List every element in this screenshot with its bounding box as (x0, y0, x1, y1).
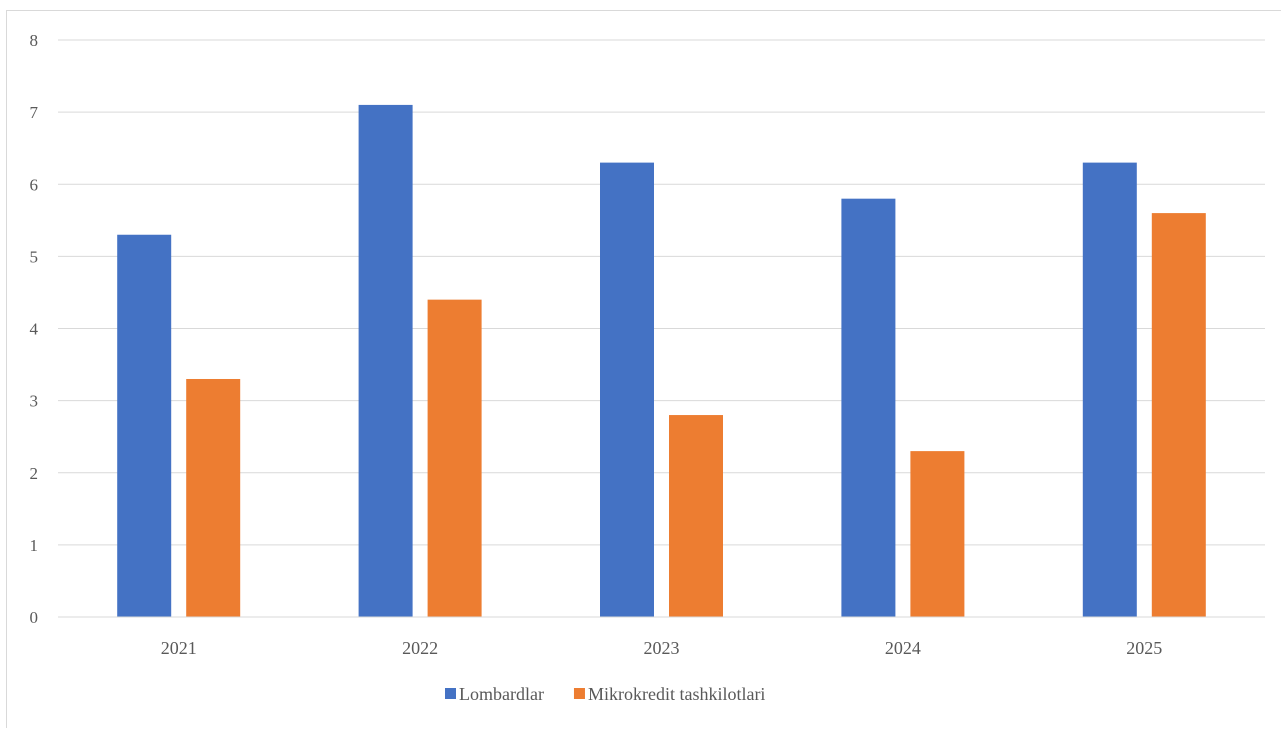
y-tick-label: 7 (30, 103, 39, 122)
legend: Lombardlar Mikrokredit tashkilotlari (445, 684, 765, 704)
y-tick-label: 3 (30, 392, 39, 411)
legend-swatch (445, 688, 456, 699)
bar-lombardlar-2024 (841, 198, 896, 618)
y-tick-label: 5 (30, 247, 39, 266)
x-tick-label: 2024 (885, 638, 921, 658)
bar-lombardlar-2021 (117, 234, 172, 618)
y-tick-label: 8 (30, 31, 39, 50)
x-tick-label: 2025 (1126, 638, 1162, 658)
bar-lombardlar-2022 (358, 104, 413, 618)
legend-label: Lombardlar (459, 684, 544, 704)
legend-item: Lombardlar (445, 684, 544, 704)
y-tick-label: 2 (30, 464, 39, 483)
y-tick-label: 6 (30, 175, 39, 194)
bar-mikrokredit-tashkilotlari-2022 (427, 299, 482, 617)
chart-frame (6, 10, 1281, 728)
gridlines (58, 39, 1265, 546)
x-tick-label: 2022 (402, 638, 438, 658)
bar-mikrokredit-tashkilotlari-2025 (1151, 213, 1206, 617)
bar-mikrokredit-tashkilotlari-2023 (669, 415, 723, 617)
bar-lombardlar-2023 (600, 162, 654, 618)
bars (117, 104, 1206, 618)
x-axis-ticks: 2021 2022 2023 2024 2025 (161, 638, 1163, 658)
bar-mikrokredit-tashkilotlari-2024 (910, 451, 965, 617)
x-tick-label: 2021 (161, 638, 197, 658)
y-axis-ticks: 0 1 2 3 4 5 6 7 8 (30, 31, 39, 627)
y-tick-label: 0 (30, 608, 39, 627)
legend-label: Mikrokredit tashkilotlari (588, 684, 765, 704)
y-tick-label: 1 (30, 536, 39, 555)
bar-mikrokredit-tashkilotlari-2021 (186, 378, 241, 617)
y-tick-label: 4 (30, 320, 39, 339)
legend-item: Mikrokredit tashkilotlari (573, 684, 765, 704)
bar-lombardlar-2025 (1082, 162, 1137, 618)
x-tick-label: 2023 (644, 638, 680, 658)
legend-swatch (573, 688, 585, 699)
